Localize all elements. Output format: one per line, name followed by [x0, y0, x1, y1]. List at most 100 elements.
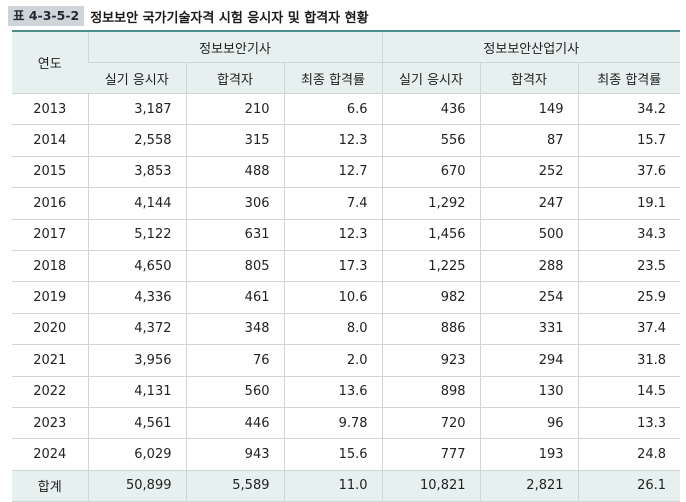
table-row: 2024 6,029 943 15.6 777 193 24.8: [12, 438, 681, 471]
pass-rate-cell: 12.3: [283, 219, 383, 251]
pass-rate-cell: 34.2: [577, 93, 681, 126]
pass-rate-cell: 13.3: [577, 407, 681, 440]
applicants-cell: 3,956: [87, 344, 186, 377]
passers-cell: 5,589: [185, 470, 284, 502]
passers-cell: 2,821: [479, 470, 579, 502]
total-row: 합계 50,899 5,589 11.0 10,821 2,821 26.1: [12, 470, 681, 502]
applicants-cell: 777: [381, 438, 481, 471]
applicants-cell: 2,558: [87, 124, 186, 157]
header-group-industrial-engineer: 정보보안산업기사: [381, 31, 681, 63]
pass-rate-cell: 25.9: [577, 281, 681, 314]
pass-rate-cell: 12.7: [283, 156, 383, 189]
pass-rate-cell: 37.6: [577, 156, 681, 189]
pass-rate-cell: 2.0: [283, 344, 383, 377]
pass-rate-cell: 9.78: [283, 407, 383, 440]
passers-cell: 631: [185, 219, 284, 251]
pass-rate-cell: 26.1: [577, 470, 681, 502]
header-col-pass-rate: 최종 합격률: [577, 62, 681, 94]
pass-rate-cell: 6.6: [283, 93, 383, 126]
table-row: 2015 3,853 488 12.7 670 252 37.6: [12, 156, 681, 189]
header-col-passers: 합격자: [479, 62, 579, 94]
passers-cell: 560: [185, 376, 284, 408]
applicants-cell: 1,292: [381, 187, 481, 220]
applicants-cell: 5,122: [87, 219, 186, 251]
passers-cell: 500: [479, 219, 579, 251]
passers-cell: 87: [479, 124, 579, 157]
passers-cell: 805: [185, 250, 284, 283]
applicants-cell: 1,456: [381, 219, 481, 251]
pass-rate-cell: 10.6: [283, 281, 383, 314]
year-cell: 2019: [12, 281, 88, 314]
header-year: 연도: [12, 31, 88, 94]
applicants-cell: 1,225: [381, 250, 481, 283]
passers-cell: 96: [479, 407, 579, 440]
passers-cell: 315: [185, 124, 284, 157]
applicants-cell: 982: [381, 281, 481, 314]
passers-cell: 331: [479, 313, 579, 346]
pass-rate-cell: 13.6: [283, 376, 383, 408]
applicants-cell: 50,899: [87, 470, 186, 502]
pass-rate-cell: 34.3: [577, 219, 681, 251]
year-cell: 2022: [12, 376, 88, 408]
pass-rate-cell: 14.5: [577, 376, 681, 408]
passers-cell: 254: [479, 281, 579, 314]
passers-cell: 461: [185, 281, 284, 314]
applicants-cell: 923: [381, 344, 481, 377]
passers-cell: 130: [479, 376, 579, 408]
applicants-cell: 4,144: [87, 187, 186, 220]
total-label: 합계: [12, 470, 88, 502]
pass-rate-cell: 11.0: [283, 470, 383, 502]
table-row: 2013 3,187 210 6.6 436 149 34.2: [12, 93, 681, 126]
table-row: 2023 4,561 446 9.78 720 96 13.3: [12, 407, 681, 440]
year-cell: 2017: [12, 219, 88, 251]
applicants-cell: 556: [381, 124, 481, 157]
passers-cell: 943: [185, 438, 284, 471]
applicants-cell: 4,131: [87, 376, 186, 408]
table-row: 2016 4,144 306 7.4 1,292 247 19.1: [12, 187, 681, 220]
passers-cell: 76: [185, 344, 284, 377]
pass-rate-cell: 23.5: [577, 250, 681, 283]
year-cell: 2020: [12, 313, 88, 346]
table-header: 연도 정보보안기사 정보보안산업기사 실기 응시자 합격자 최종 합격률 실기 …: [12, 31, 681, 94]
pass-rate-cell: 31.8: [577, 344, 681, 377]
applicants-cell: 4,650: [87, 250, 186, 283]
header-row-groups: 연도 정보보안기사 정보보안산업기사: [12, 31, 681, 94]
year-cell: 2015: [12, 156, 88, 189]
applicants-cell: 436: [381, 93, 481, 126]
applicants-cell: 720: [381, 407, 481, 440]
table-row: 2014 2,558 315 12.3 556 87 15.7: [12, 124, 681, 157]
pass-rate-cell: 24.8: [577, 438, 681, 471]
passers-cell: 252: [479, 156, 579, 189]
table-row: 2022 4,131 560 13.6 898 130 14.5: [12, 376, 681, 408]
applicants-cell: 3,853: [87, 156, 186, 189]
header-col-passers: 합격자: [185, 62, 284, 94]
pass-rate-cell: 15.7: [577, 124, 681, 157]
exam-statistics-table: 연도 정보보안기사 정보보안산업기사 실기 응시자 합격자 최종 합격률 실기 …: [12, 30, 681, 502]
header-row-columns: 실기 응시자 합격자 최종 합격률 실기 응시자 합격자 최종 합격률: [12, 62, 681, 94]
table-title: 정보보안 국가기술자격 시험 응시자 및 합격자 현황: [90, 10, 369, 26]
passers-cell: 210: [185, 93, 284, 126]
table-number-label: 표 4-3-5-2: [8, 6, 85, 26]
table-caption: 표 4-3-5-2 정보보안 국가기술자격 시험 응시자 및 합격자 현황: [8, 5, 369, 27]
passers-cell: 288: [479, 250, 579, 283]
pass-rate-cell: 7.4: [283, 187, 383, 220]
passers-cell: 294: [479, 344, 579, 377]
table-row: 2019 4,336 461 10.6 982 254 25.9: [12, 281, 681, 314]
pass-rate-cell: 12.3: [283, 124, 383, 157]
year-cell: 2014: [12, 124, 88, 157]
table-row: 2018 4,650 805 17.3 1,225 288 23.5: [12, 250, 681, 283]
pass-rate-cell: 8.0: [283, 313, 383, 346]
table-row: 2017 5,122 631 12.3 1,456 500 34.3: [12, 219, 681, 251]
passers-cell: 306: [185, 187, 284, 220]
pass-rate-cell: 15.6: [283, 438, 383, 471]
pass-rate-cell: 37.4: [577, 313, 681, 346]
year-cell: 2013: [12, 93, 88, 126]
year-cell: 2016: [12, 187, 88, 220]
table-row: 2020 4,372 348 8.0 886 331 37.4: [12, 313, 681, 346]
passers-cell: 149: [479, 93, 579, 126]
applicants-cell: 4,561: [87, 407, 186, 440]
year-cell: 2023: [12, 407, 88, 440]
pass-rate-cell: 17.3: [283, 250, 383, 283]
applicants-cell: 6,029: [87, 438, 186, 471]
applicants-cell: 4,336: [87, 281, 186, 314]
